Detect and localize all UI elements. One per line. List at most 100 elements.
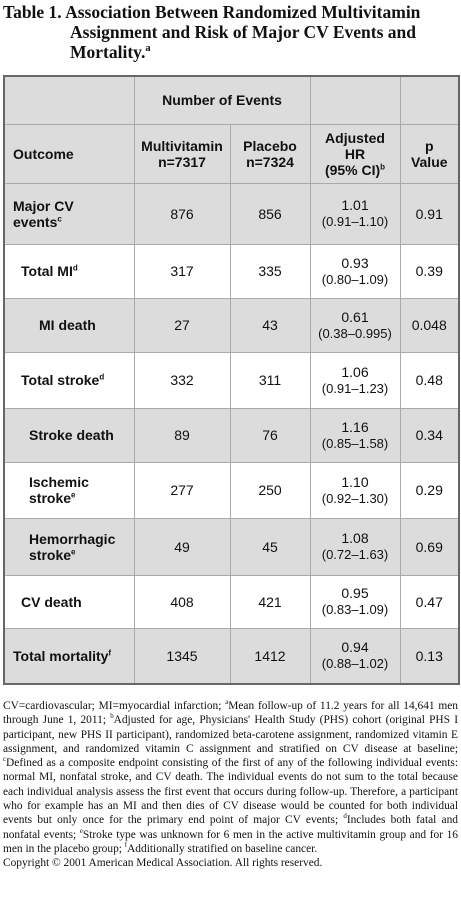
table-row: Hemorrhagic strokee 49 45 1.08 (0.72–1.63) 0.6… <box>3 517 460 576</box>
hr-value: 0.94 <box>341 639 369 656</box>
multivitamin-cell: 332 <box>133 351 231 409</box>
hr-value: 1.08 <box>341 530 369 546</box>
outcome-line: Hemorrhagic <box>29 530 116 547</box>
col-header-line: Adjusted <box>325 129 385 146</box>
header-cell <box>399 75 460 125</box>
table-row: Total MId 317 335 0.93 (0.80–1.09) 0.39 <box>3 243 460 299</box>
multivitamin-cell: 408 <box>133 574 231 629</box>
outcome-sup: d <box>72 263 78 273</box>
table: Number of Events Outcome Multivitamin n=731… <box>3 75 460 685</box>
multivitamin-cell: 49 <box>133 517 231 576</box>
p-cell: 0.48 <box>399 351 460 409</box>
footnote-note: Mean follow-up of 11.2 years for all 14,… <box>3 700 458 727</box>
footnotes: CV=cardiovascular; MI=myocardial infarct… <box>3 699 458 870</box>
footnote-note: Additionally stratified on baseline canc… <box>127 842 318 855</box>
footnote-mark: f <box>124 842 128 850</box>
col-header-line: n=7317 <box>158 153 206 170</box>
col-header: Outcome <box>3 123 135 184</box>
hr-ci: (0.92–1.30) <box>321 490 389 506</box>
outcome-cell: Total stroked <box>3 351 135 409</box>
placebo-cell: 250 <box>229 461 311 519</box>
hr-cell: 1.01 (0.91–1.10) <box>309 182 401 245</box>
col-header-line: HR <box>344 145 366 162</box>
col-header-line: (95% CI) <box>324 161 381 178</box>
title-sup: a <box>145 43 151 55</box>
outcome-sup: c <box>57 213 62 223</box>
col-header-line: Multivitamin <box>141 137 223 154</box>
p-cell: 0.34 <box>399 407 460 463</box>
col-header-sup: b <box>380 161 386 171</box>
p-cell: 0.048 <box>399 297 460 353</box>
placebo-cell: 1412 <box>229 627 311 685</box>
p-cell: 0.69 <box>399 517 460 576</box>
hr-ci: (0.72–1.63) <box>321 547 389 562</box>
outcome-cell: Ischemic strokee <box>3 461 135 519</box>
outcome-cell: Total mortalityf <box>3 627 135 685</box>
header-row: Outcome Multivitamin n=7317 Placebo n=7324 Ad… <box>3 123 460 184</box>
placebo-cell: 45 <box>229 517 311 576</box>
footnote-mark: a <box>225 699 229 707</box>
copyright: Copyright © 2001 American Medical Associ… <box>3 857 323 870</box>
hr-ci: (0.83–1.09) <box>321 602 389 617</box>
p-cell: 0.91 <box>399 182 460 245</box>
col-header-line: Value <box>410 153 448 170</box>
footnote-lead: CV=cardiovascular; MI=myocardial infarct… <box>3 700 226 712</box>
hr-ci: (0.85–1.58) <box>321 435 389 451</box>
footnote-mark: b <box>110 713 114 721</box>
header-cell <box>309 75 401 125</box>
outcome-sup: d <box>99 372 105 382</box>
multivitamin-cell: 1345 <box>133 627 231 685</box>
hr-value: 1.01 <box>341 197 369 213</box>
outcome-line: Major CV <box>13 197 74 214</box>
hr-cell: 0.93 (0.80–1.09) <box>309 243 401 299</box>
outcome-line: stroke <box>29 490 72 506</box>
col-header: p Value <box>399 123 460 184</box>
outcome-line: Stroke death <box>29 427 114 443</box>
table-row: Total mortalityf 1345 1412 0.94 (0.88–1.02) 0… <box>3 627 460 685</box>
hr-cell: 1.16 (0.85–1.58) <box>309 407 401 463</box>
footnote-mark: c <box>3 756 7 764</box>
table-row: MI death 27 43 0.61 (0.38–0.995) 0.048 <box>3 297 460 353</box>
outcome-line: MI death <box>39 317 96 333</box>
outcome-cell: CV death <box>3 574 135 629</box>
table-row: CV death 408 421 0.95 (0.83–1.09) 0.47 <box>3 574 460 629</box>
group-header: Number of Events <box>133 75 311 125</box>
col-header: Multivitamin n=7317 <box>133 123 231 184</box>
header-row: Number of Events <box>3 75 460 125</box>
outcome-cell: MI death <box>3 297 135 353</box>
multivitamin-cell: 317 <box>133 243 231 299</box>
footnote-note: Stroke type was unknown for 6 men in the… <box>3 828 458 855</box>
title-text: Table 1. Association Between Randomized … <box>3 2 421 62</box>
hr-cell: 1.08 (0.72–1.63) <box>309 517 401 576</box>
hr-ci: (0.38–0.995) <box>318 325 392 341</box>
outcome-sup: e <box>71 490 76 500</box>
title: Table 1. Association Between Randomized … <box>3 2 455 62</box>
multivitamin-cell: 89 <box>133 407 231 463</box>
hr-cell: 0.95 (0.83–1.09) <box>309 574 401 629</box>
p-cell: 0.39 <box>399 243 460 299</box>
hr-value: 1.10 <box>341 473 369 490</box>
hr-value: 0.95 <box>341 585 369 601</box>
table-row: Ischemic strokee 277 250 1.10 (0.92–1.30) 0.29 <box>3 461 460 519</box>
outcome-cell: Major CV eventsc <box>3 182 135 245</box>
hr-value: 0.93 <box>341 254 369 271</box>
hr-ci: (0.91–1.10) <box>321 214 389 229</box>
footnote-note: Defined as a composite endpoint consisti… <box>3 757 458 827</box>
p-cell: 0.47 <box>399 574 460 629</box>
footnote-note: Includes both fatal and nonfatal events; <box>3 814 459 841</box>
outcome-line: Total stroke <box>21 372 100 388</box>
table-row: Total stroked 332 311 1.06 (0.91–1.23) 0.48 <box>3 351 460 409</box>
outcome-cell: Hemorrhagic strokee <box>3 517 135 576</box>
footnote-note: Adjusted for age, Physicians' Health Stu… <box>3 714 458 755</box>
col-header: Adjusted HR (95% CI)b <box>309 123 401 184</box>
hr-cell: 1.10 (0.92–1.30) <box>309 461 401 519</box>
hr-value: 0.61 <box>341 308 369 325</box>
p-cell: 0.29 <box>399 461 460 519</box>
hr-cell: 0.61 (0.38–0.995) <box>309 297 401 353</box>
placebo-cell: 856 <box>229 182 311 245</box>
outcome-line: stroke <box>29 546 72 563</box>
placebo-cell: 421 <box>229 574 311 629</box>
multivitamin-cell: 876 <box>133 182 231 245</box>
